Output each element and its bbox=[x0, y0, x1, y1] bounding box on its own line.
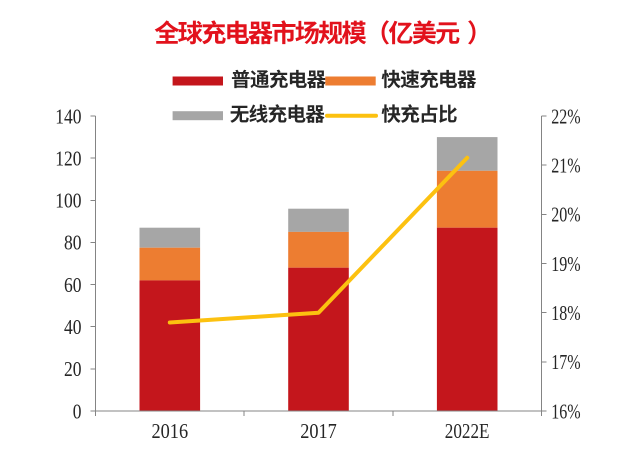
svg-text:140: 140 bbox=[55, 104, 81, 128]
svg-text:80: 80 bbox=[64, 231, 82, 255]
svg-text:2016: 2016 bbox=[152, 419, 189, 443]
svg-text:2022E: 2022E bbox=[445, 419, 490, 443]
svg-text:16%: 16% bbox=[551, 399, 580, 423]
svg-text:18%: 18% bbox=[551, 301, 580, 325]
svg-text:17%: 17% bbox=[551, 350, 580, 374]
svg-text:21%: 21% bbox=[551, 154, 580, 178]
svg-text:20%: 20% bbox=[551, 203, 580, 227]
svg-text:20: 20 bbox=[64, 357, 82, 381]
svg-text:100: 100 bbox=[55, 189, 81, 213]
svg-text:0: 0 bbox=[73, 399, 82, 423]
svg-text:19%: 19% bbox=[551, 252, 580, 276]
svg-text:40: 40 bbox=[64, 315, 82, 339]
svg-text:60: 60 bbox=[64, 273, 82, 297]
svg-text:120: 120 bbox=[55, 146, 81, 170]
svg-text:22%: 22% bbox=[551, 104, 580, 128]
svg-text:2017: 2017 bbox=[300, 419, 337, 443]
